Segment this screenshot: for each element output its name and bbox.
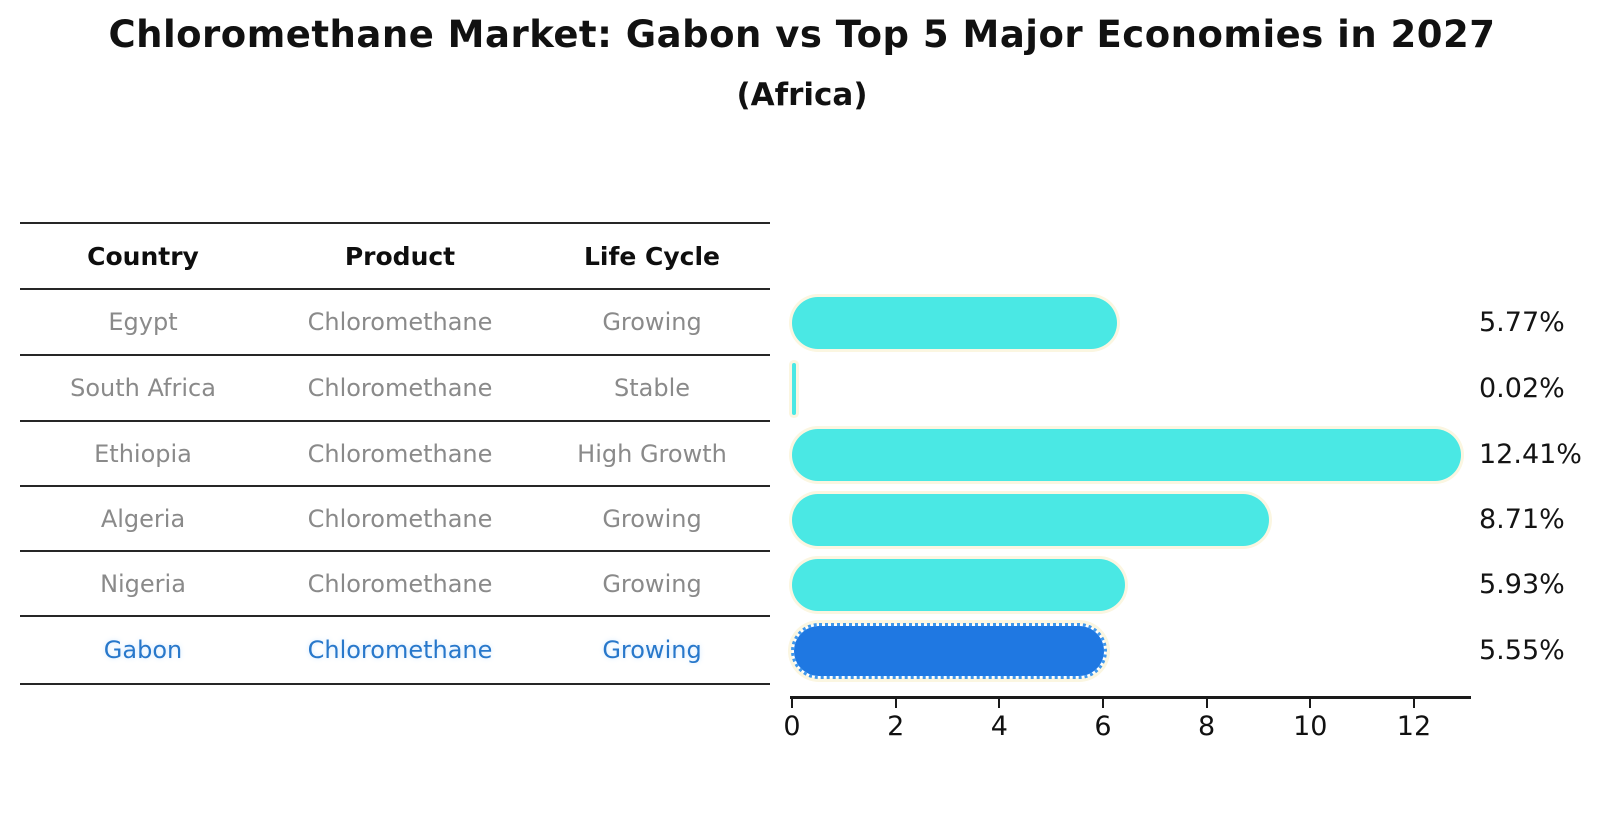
cell-ethiopia-life-cycle: High Growth (577, 439, 727, 468)
x-axis-tick-label-2: 2 (887, 711, 905, 742)
bar-egypt (792, 297, 1117, 349)
bar-algeria (792, 493, 1269, 546)
x-axis-tick-2 (894, 699, 897, 708)
bar-ethiopia (792, 428, 1461, 481)
x-axis-tick-4 (998, 699, 1001, 708)
cell-egypt-life-cycle: Growing (602, 308, 702, 336)
table-row-ethiopia: Ethiopia Chloromethane High Growth (20, 422, 770, 487)
bar-gabon (791, 623, 1107, 679)
value-label-south-africa: 0.02% (1479, 373, 1565, 404)
cell-gabon-country: Gabon (103, 636, 183, 664)
cell-egypt-country: Egypt (108, 308, 178, 336)
x-axis-line (790, 696, 1471, 699)
cell-south-africa-life-cycle: Stable (613, 374, 691, 402)
cell-gabon-product: Chloromethane (307, 636, 493, 664)
cell-south-africa-product: Chloromethane (307, 374, 493, 402)
column-header-product: Product (344, 241, 456, 271)
x-axis-tick-0 (791, 699, 793, 708)
cell-gabon-life-cycle: Growing (602, 636, 702, 664)
table-row-egypt: Egypt Chloromethane Growing (20, 290, 770, 356)
cell-algeria-country: Algeria (100, 504, 186, 533)
value-label-algeria: 8.71% (1479, 503, 1565, 535)
cell-algeria-life-cycle: Growing (602, 504, 702, 533)
value-label-ethiopia: 12.41% (1479, 438, 1582, 470)
x-axis-tick-12 (1412, 699, 1415, 708)
cell-egypt-product: Chloromethane (307, 308, 493, 336)
cell-ethiopia-country: Ethiopia (94, 439, 192, 468)
country-table: Country Product Life Cycle Egypt Chlorome… (20, 222, 770, 685)
value-label-nigeria: 5.93% (1479, 568, 1565, 600)
table-header-row: Country Product Life Cycle (20, 222, 770, 290)
cell-south-africa-country: South Africa (70, 374, 216, 402)
cell-nigeria-product: Chloromethane (307, 569, 493, 598)
bar-nigeria (792, 558, 1125, 611)
chart-title: Chloromethane Market: Gabon vs Top 5 Maj… (108, 13, 1496, 56)
x-axis-tick-label-6: 6 (1094, 711, 1112, 742)
table-row-nigeria: Nigeria Chloromethane Growing (20, 552, 770, 617)
bar-south-africa (792, 363, 796, 415)
x-axis-tick-label-0: 0 (783, 711, 801, 742)
column-header-life-cycle: Life Cycle (583, 241, 721, 271)
x-axis-tick-10 (1309, 699, 1312, 708)
x-axis-tick-6 (1101, 699, 1104, 708)
x-axis-tick-label-8: 8 (1198, 711, 1216, 742)
chart-subtitle: (Africa) (736, 77, 868, 113)
cell-ethiopia-product: Chloromethane (307, 439, 493, 468)
x-axis-tick-label-12: 12 (1396, 711, 1432, 742)
x-axis-tick-label-4: 4 (990, 711, 1008, 742)
value-label-gabon: 5.55% (1479, 635, 1565, 666)
x-axis-tick-label-10: 10 (1293, 711, 1328, 742)
table-row-algeria: Algeria Chloromethane Growing (20, 487, 770, 552)
column-header-country: Country (87, 241, 199, 271)
cell-algeria-product: Chloromethane (307, 504, 493, 533)
cell-nigeria-life-cycle: Growing (602, 569, 702, 598)
table-body: Egypt Chloromethane Growing South Africa Chl… (20, 290, 770, 685)
cell-nigeria-country: Nigeria (100, 569, 186, 598)
table-row-south-africa: South Africa Chloromethane Stable (20, 356, 770, 422)
value-label-egypt: 5.77% (1479, 307, 1565, 338)
table-row-gabon: Gabon Chloromethane Growing (20, 617, 770, 685)
x-axis-tick-8 (1205, 699, 1208, 708)
